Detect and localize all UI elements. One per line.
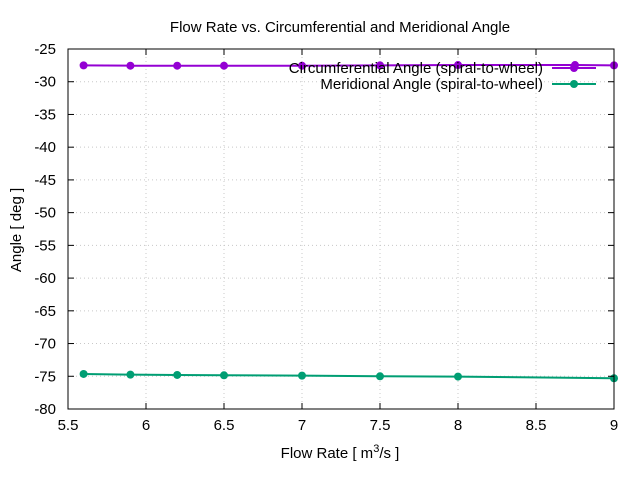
y-axis-label: Angle [ deg ]	[8, 188, 25, 272]
y-tick-label: -60	[34, 270, 56, 287]
grid-lines	[68, 49, 614, 409]
series-1	[79, 369, 618, 383]
data-point	[173, 61, 182, 70]
axes	[67, 48, 615, 410]
x-axis-label-superscript: 3	[373, 443, 379, 455]
plot-frame	[67, 48, 615, 410]
data-point	[376, 61, 384, 70]
legend-entry-circumferential: Circumferential Angle (spiral-to-wheel)	[289, 60, 596, 77]
y-tick-label: -50	[34, 205, 56, 222]
data-point	[376, 372, 384, 381]
series-line	[83, 372, 615, 380]
data-point	[454, 372, 462, 381]
y-tick-label: -80	[34, 401, 56, 418]
x-tick-label: 5.5	[58, 417, 79, 434]
x-axis-label: Flow Rate [ m3/s ]	[281, 443, 400, 462]
legend-label-circumferential: Circumferential Angle (spiral-to-wheel)	[289, 60, 543, 77]
y-tick-label: -75	[34, 368, 56, 385]
x-tick-label: 8	[454, 417, 462, 434]
tick-marks	[67, 48, 615, 410]
legend: Circumferential Angle (spiral-to-wheel) …	[289, 60, 596, 93]
y-tick-label: -35	[34, 106, 56, 123]
data-point	[298, 61, 306, 70]
x-tick-label: 6	[142, 417, 150, 434]
y-tick-label: -70	[34, 336, 56, 353]
legend-marker-meridional	[570, 80, 578, 88]
legend-marker-circumferential	[570, 64, 578, 72]
x-tick-label: 6.5	[214, 417, 235, 434]
x-axis-label-prefix: Flow Rate [ m	[281, 445, 374, 462]
x-tick-label: 7	[298, 417, 306, 434]
data-point	[126, 61, 135, 70]
legend-entry-meridional: Meridional Angle (spiral-to-wheel)	[320, 76, 596, 93]
y-tick-label: -65	[34, 303, 56, 320]
x-tick-label: 8.5	[526, 417, 547, 434]
data-point	[454, 61, 462, 70]
data-point	[298, 371, 306, 380]
data-point	[79, 61, 88, 70]
data-point	[220, 61, 228, 70]
y-tick-label: -45	[34, 172, 56, 189]
series-layer	[79, 61, 618, 383]
x-axis-label-suffix: /s ]	[379, 445, 399, 462]
data-point	[220, 371, 228, 380]
data-point	[126, 370, 135, 379]
data-point	[173, 370, 182, 379]
x-tick-label: 9	[610, 417, 618, 434]
series-0	[79, 61, 618, 70]
data-point	[79, 369, 88, 378]
y-tick-label: -30	[34, 74, 56, 91]
y-tick-label: -25	[34, 41, 56, 58]
legend-label-meridional: Meridional Angle (spiral-to-wheel)	[320, 76, 543, 93]
tick-labels: 5.5 6 6.5 7 7.5 8 8.5 9 -25 -30 -35 -40 -45 -50 -55 -60…	[34, 41, 618, 434]
chart-title: Flow Rate vs. Circumferential and Meridi…	[170, 19, 510, 36]
x-tick-label: 7.5	[370, 417, 391, 434]
y-tick-label: -40	[34, 139, 56, 156]
y-tick-label: -55	[34, 237, 56, 254]
